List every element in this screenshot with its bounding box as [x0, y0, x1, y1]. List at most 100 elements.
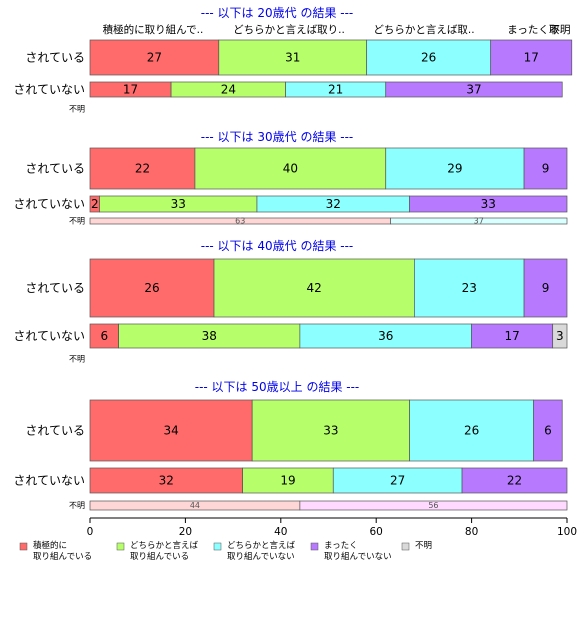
row-label: されていない	[13, 197, 85, 211]
row-label: 不明	[69, 501, 85, 510]
x-tick-label: 60	[370, 526, 383, 538]
bar-segment	[251, 399, 410, 462]
data-label: 32	[159, 474, 174, 488]
column-header: 不明	[550, 24, 571, 36]
data-label: 40	[283, 162, 298, 176]
data-label: 32	[326, 197, 341, 211]
row-label: 不明	[69, 355, 85, 364]
data-label: 31	[285, 51, 300, 65]
legend-swatch	[310, 542, 319, 551]
data-label: 37	[466, 83, 481, 97]
legend-label: 積極的に	[33, 540, 67, 551]
column-header: まったく取.	[507, 24, 562, 36]
row-label: されている	[25, 162, 85, 176]
bar-segment	[385, 147, 525, 190]
data-label: 23	[462, 281, 477, 295]
row-label: されていない	[13, 83, 85, 97]
row-label: されていない	[13, 474, 85, 488]
legend-label: どちらかと言えば	[227, 540, 296, 551]
data-label: 34	[163, 424, 178, 438]
data-label: 6	[100, 329, 108, 343]
row-label: 不明	[69, 105, 85, 114]
x-tick-label: 20	[179, 526, 192, 538]
row-label: されている	[25, 424, 85, 438]
data-label: 2	[91, 197, 99, 211]
x-tick-label: 100	[557, 526, 577, 538]
bar-segment	[299, 500, 568, 511]
data-label: 33	[323, 424, 338, 438]
data-label: 26	[421, 51, 436, 65]
column-header: 積極的に取り組んで..	[103, 23, 204, 36]
x-tick-label: 40	[274, 526, 287, 538]
data-label: 22	[507, 474, 522, 488]
data-label: 36	[378, 329, 393, 343]
legend-swatch	[116, 542, 125, 551]
data-label: 27	[147, 51, 162, 65]
bar-segment	[552, 323, 568, 349]
data-label: 33	[171, 197, 186, 211]
data-label: 42	[307, 281, 322, 295]
bar-segment	[89, 323, 119, 349]
row-label: されていない	[13, 329, 85, 343]
legend-label: 取り組んでいない	[227, 551, 295, 562]
bar-segment	[409, 195, 568, 213]
data-label: 22	[135, 162, 150, 176]
legend-label: 取り組んでいる	[130, 551, 189, 562]
legend-label: 取り組んでいない	[324, 551, 392, 562]
data-label: 3	[556, 329, 564, 343]
column-header: どちらかと言えば取り..	[233, 23, 345, 36]
panel-title: --- 以下は 50歳以上 の結果 ---	[195, 380, 360, 394]
data-label: 44	[190, 501, 200, 510]
column-header: どちらかと言えば取..	[373, 23, 474, 36]
data-label: 26	[464, 424, 479, 438]
x-tick-label: 80	[465, 526, 478, 538]
bar-segment	[409, 399, 534, 462]
bar-segment	[89, 467, 243, 494]
row-label: されている	[25, 281, 85, 295]
bar-segment	[390, 217, 568, 225]
data-label: 21	[328, 83, 343, 97]
data-label: 27	[390, 474, 405, 488]
row-label: されている	[25, 51, 85, 65]
bar-segment	[523, 258, 568, 318]
legend-label: 取り組んでいる	[33, 551, 92, 562]
panel-title: --- 以下は 40歳代 の結果 ---	[201, 239, 354, 253]
bar-segment	[471, 323, 554, 349]
bar-segment	[385, 81, 563, 98]
bar-segment	[218, 39, 368, 76]
data-label: 17	[505, 329, 520, 343]
data-label: 29	[447, 162, 462, 176]
legend-label: どちらかと言えば	[130, 540, 199, 551]
data-label: 17	[524, 51, 539, 65]
data-label: 19	[280, 474, 295, 488]
bar-segment	[461, 467, 568, 494]
data-label: 38	[202, 329, 217, 343]
data-label: 9	[542, 281, 550, 295]
legend-swatch	[19, 542, 28, 551]
bar-segment	[533, 399, 563, 462]
data-label: 24	[221, 83, 236, 97]
data-label: 56	[428, 501, 438, 510]
data-label: 6	[544, 424, 552, 438]
panel-title: --- 以下は 20歳代 の結果 ---	[201, 6, 354, 20]
data-label: 9	[542, 162, 550, 176]
bar-segment	[490, 39, 573, 76]
bar-segment	[89, 147, 196, 190]
data-label: 26	[144, 281, 159, 295]
bar-segment	[523, 147, 568, 190]
panel-title: --- 以下は 30歳代 の結果 ---	[201, 130, 354, 144]
legend-swatch	[401, 542, 410, 551]
bar-segment	[89, 258, 215, 318]
legend-swatch	[213, 542, 222, 551]
legend-label: 不明	[415, 541, 432, 551]
data-label: 63	[235, 217, 245, 226]
bar-segment	[89, 399, 253, 462]
legend-label: まったく	[324, 541, 358, 551]
data-label: 37	[474, 217, 484, 226]
bar-segment	[242, 467, 334, 494]
x-tick-label: 0	[87, 526, 94, 538]
data-label: 33	[481, 197, 496, 211]
bar-segment	[332, 467, 463, 494]
